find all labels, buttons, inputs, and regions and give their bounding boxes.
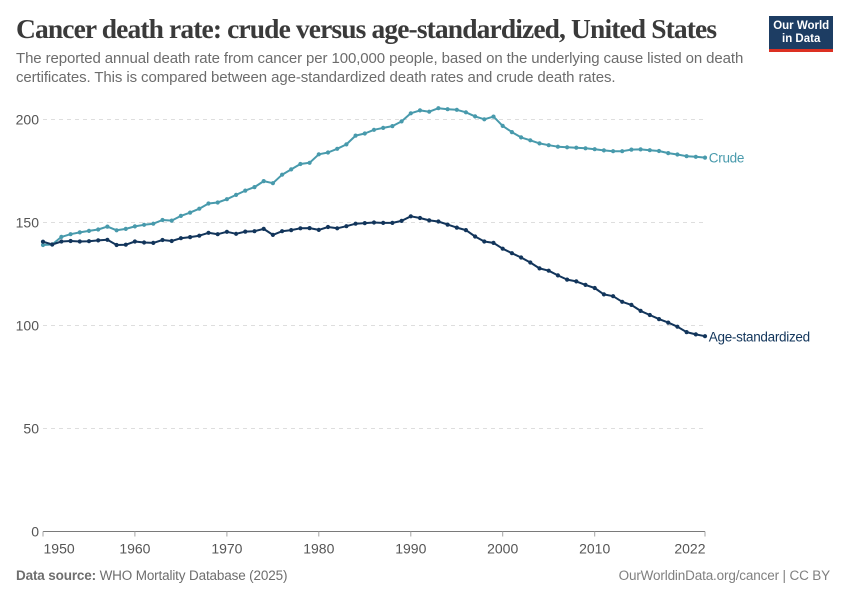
svg-text:2022: 2022 <box>674 541 705 557</box>
svg-text:1960: 1960 <box>119 541 150 557</box>
svg-text:Crude: Crude <box>709 150 744 165</box>
svg-text:0: 0 <box>31 524 39 540</box>
svg-text:50: 50 <box>23 421 39 437</box>
svg-text:150: 150 <box>16 215 40 231</box>
svg-text:100: 100 <box>16 318 40 334</box>
svg-text:1990: 1990 <box>395 541 426 557</box>
svg-text:1970: 1970 <box>211 541 242 557</box>
svg-text:2000: 2000 <box>487 541 518 557</box>
svg-text:Age-standardized: Age-standardized <box>709 330 810 345</box>
svg-text:2010: 2010 <box>579 541 610 557</box>
svg-text:1950: 1950 <box>44 541 75 557</box>
svg-text:200: 200 <box>16 112 40 128</box>
svg-text:1980: 1980 <box>303 541 334 557</box>
